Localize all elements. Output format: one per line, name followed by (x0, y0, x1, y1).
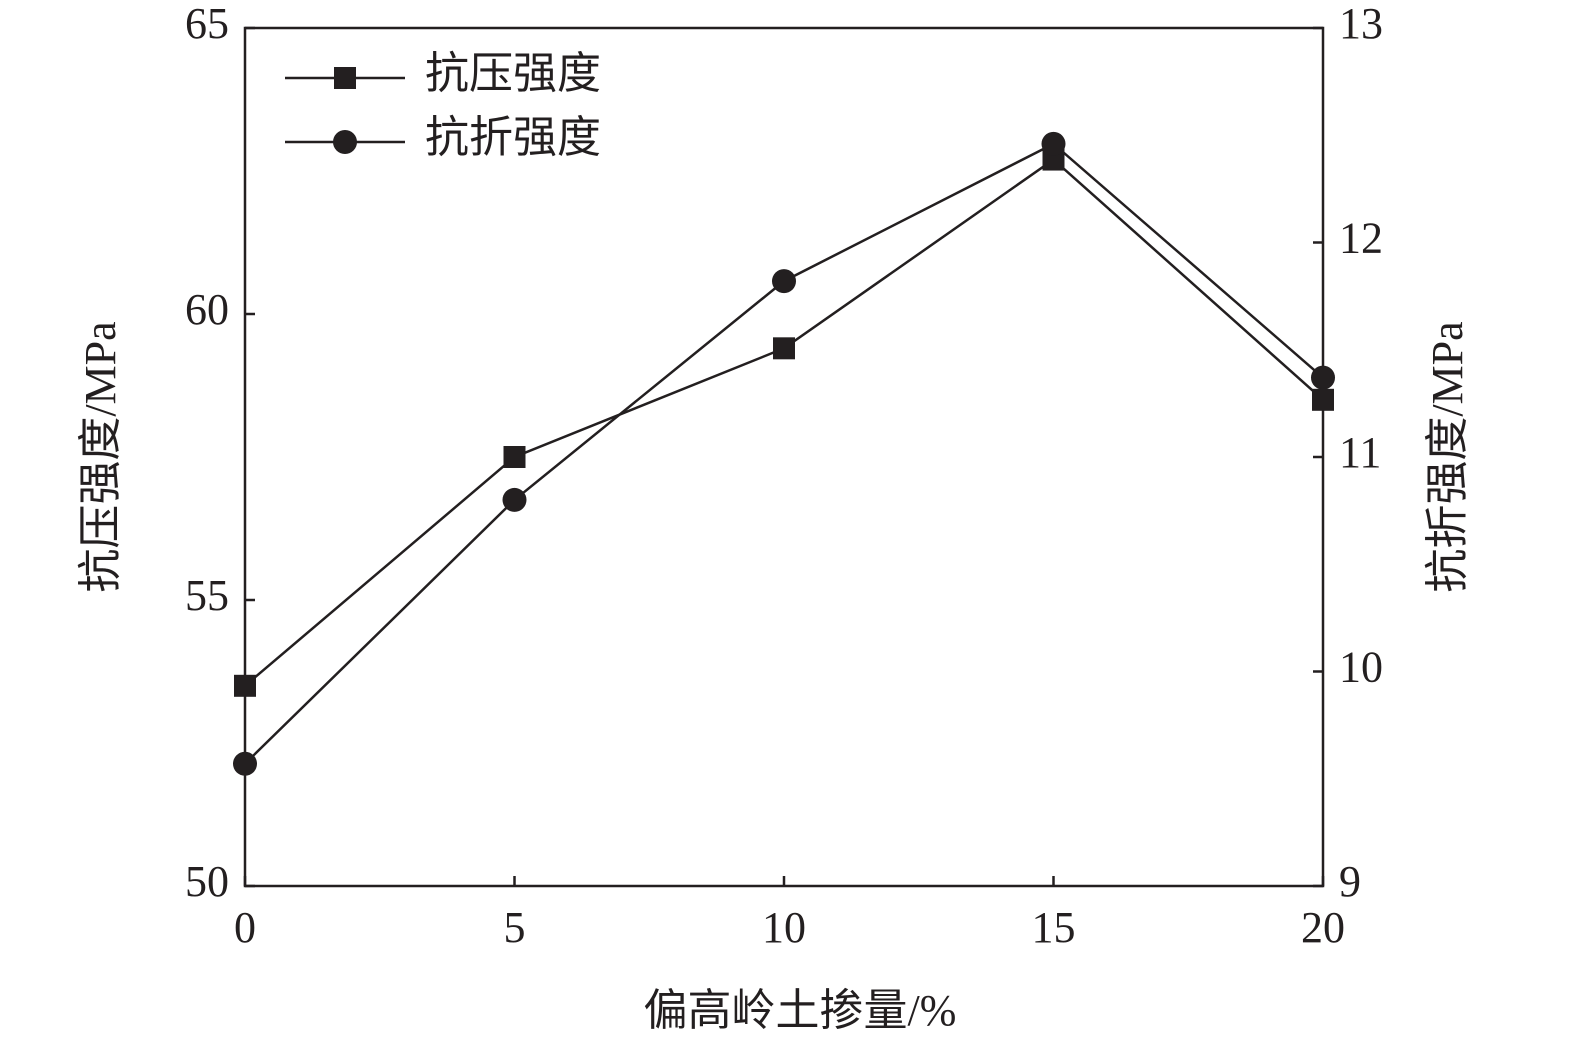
y-tick-label: 65 (185, 0, 229, 48)
legend-label: 抗折强度 (425, 113, 601, 162)
marker (234, 674, 256, 697)
y-tick-label: 50 (185, 857, 229, 906)
legend-label: 抗压强度 (425, 49, 601, 98)
y2-tick-label: 10 (1339, 643, 1383, 692)
x-tick-label: 10 (762, 903, 806, 952)
marker (1041, 131, 1066, 156)
legend-marker (334, 67, 356, 89)
y2-tick-label: 9 (1339, 857, 1361, 906)
marker (502, 487, 527, 512)
y-tick-label: 60 (185, 285, 229, 334)
y2-tick-label: 13 (1339, 0, 1383, 48)
x-tick-label: 0 (234, 903, 256, 952)
legend-marker (333, 130, 357, 154)
y2-tick-label: 11 (1339, 428, 1381, 477)
marker (1311, 365, 1335, 390)
x-tick-label: 5 (504, 903, 526, 952)
y2-axis-label: 抗折强度/MPa (1423, 321, 1472, 592)
marker (503, 446, 526, 468)
series-line (244, 142, 1324, 765)
marker (233, 751, 257, 776)
marker (1312, 388, 1334, 411)
x-tick-label: 15 (1032, 903, 1076, 952)
x-tick-label: 20 (1301, 903, 1345, 952)
plot-frame (243, 26, 1325, 888)
x-axis-label: 偏高岭土掺量/% (644, 986, 957, 1035)
y-tick-label: 55 (185, 571, 229, 620)
marker (772, 269, 796, 294)
marker (773, 337, 795, 360)
y2-tick-label: 12 (1339, 214, 1383, 263)
y-axis-label: 抗压强度/MPa (76, 321, 125, 592)
